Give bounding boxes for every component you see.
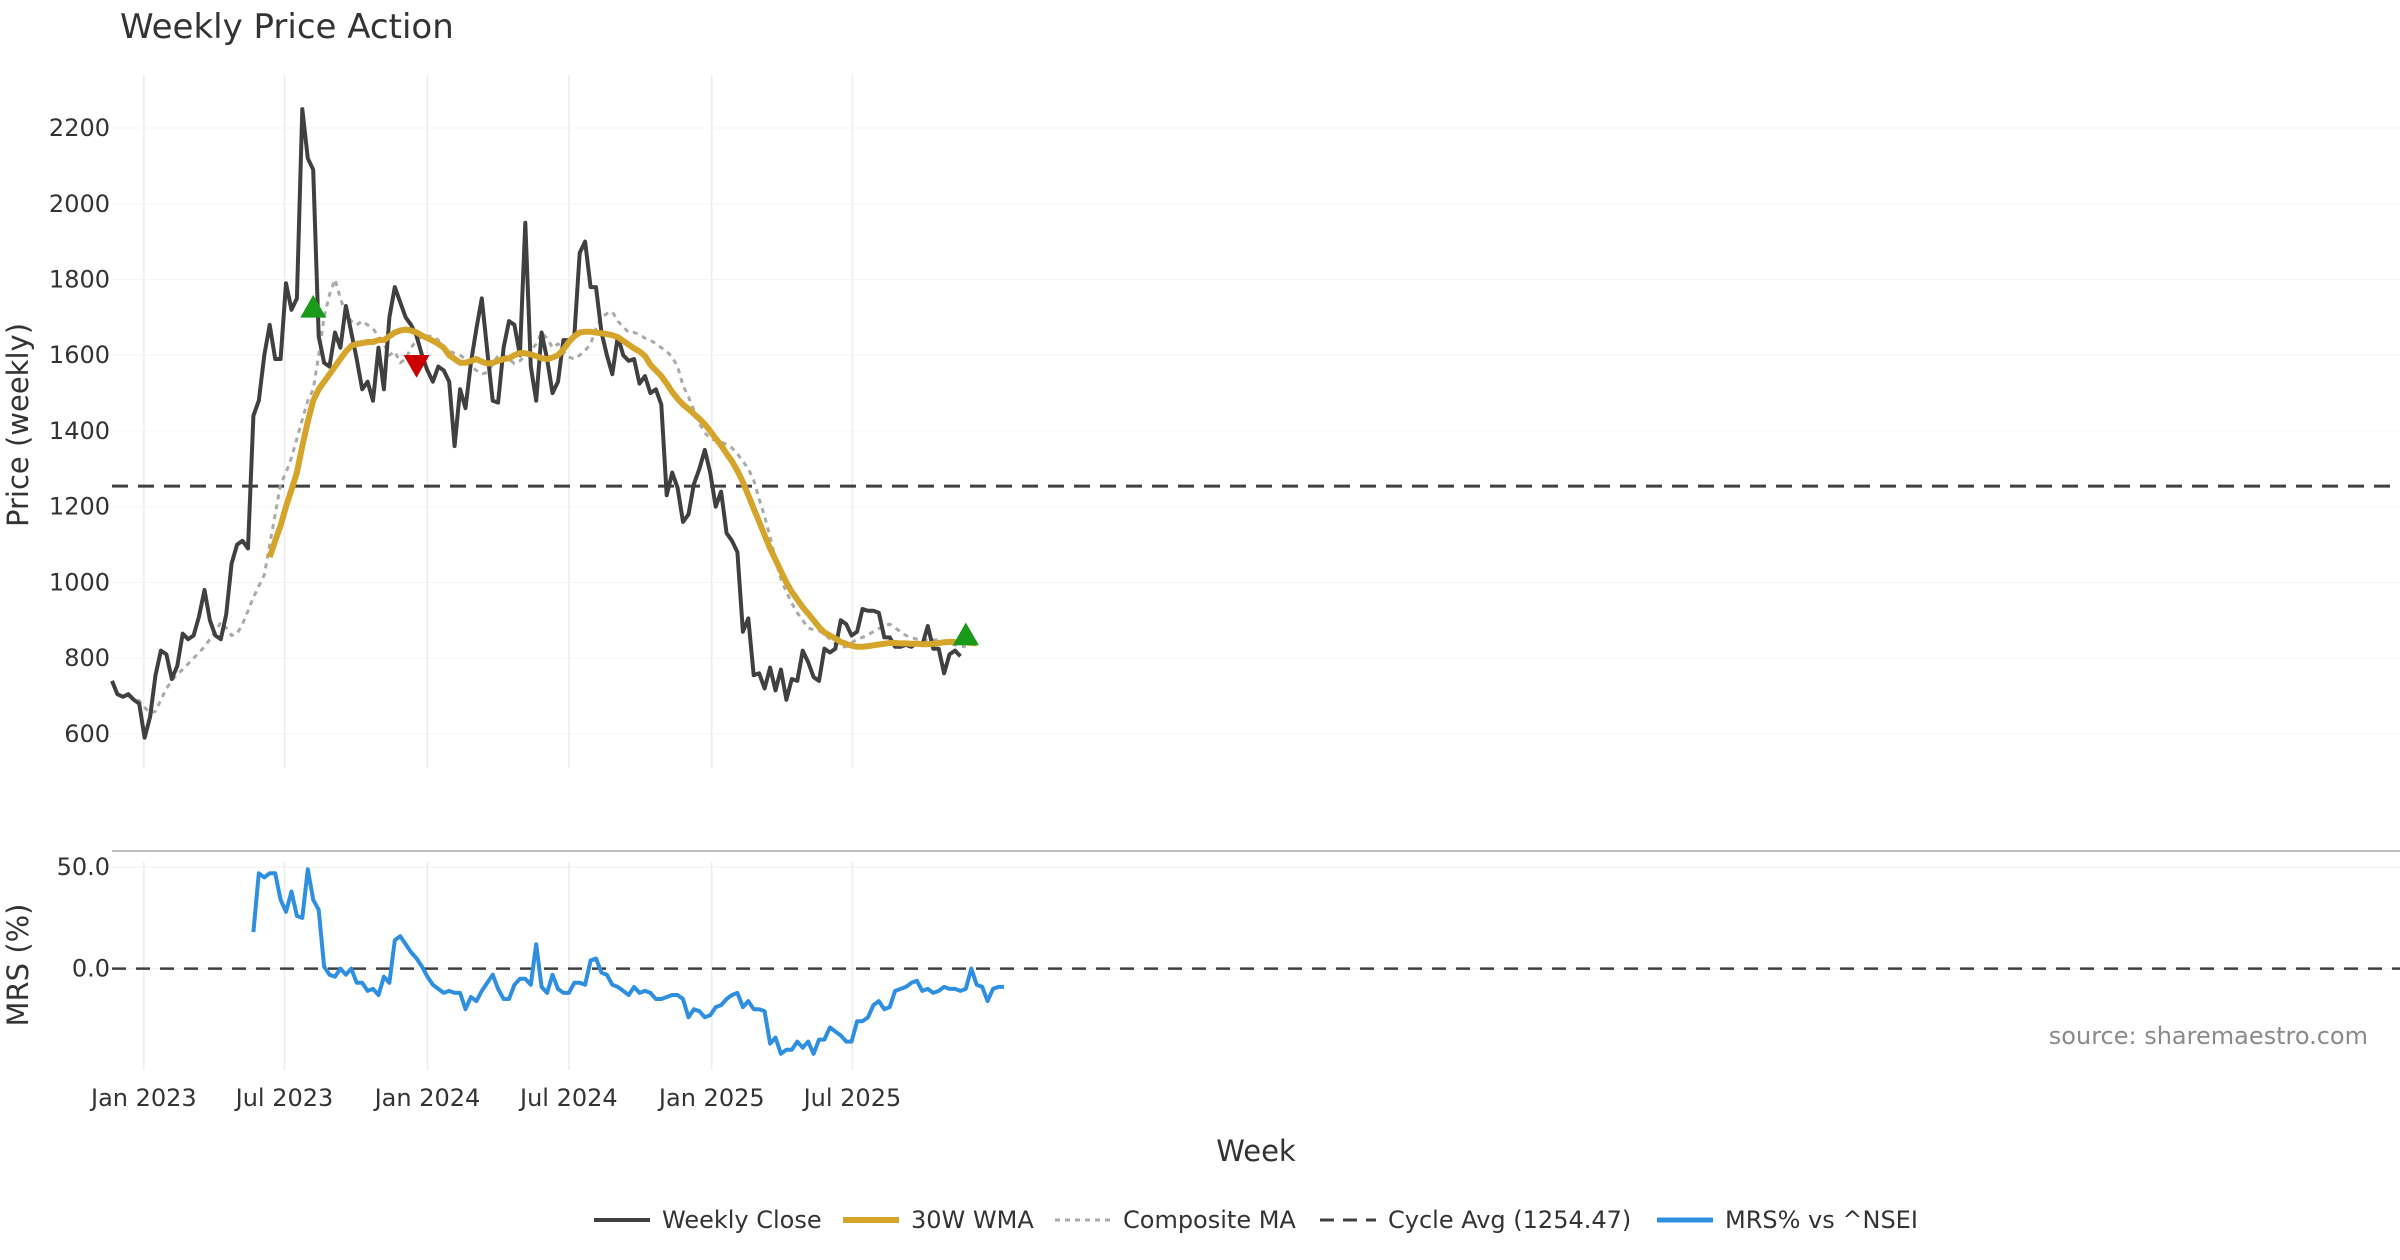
price-y-tick-label: 1800 [49, 265, 110, 293]
price-y-axis-label: Price (weekly) [1, 323, 35, 527]
x-tick-label: Jul 2024 [518, 1084, 618, 1112]
price-y-ticks: 600 800 1000 1200 1400 1600 1800 2000 2200 [49, 114, 110, 748]
buy-signal-marker [300, 294, 327, 318]
legend-item-composite-ma: Composite MA [1055, 1206, 1296, 1234]
signal-markers [300, 294, 979, 646]
x-axis-label: Week [1216, 1134, 1296, 1168]
legend-label: Weekly Close [662, 1206, 822, 1234]
source-annotation: source: sharemaestro.com [2049, 1022, 2368, 1050]
legend-item-mrs-vs-nsei: MRS% vs ^NSEI [1657, 1206, 1918, 1234]
mrs-line [251, 867, 1004, 1056]
wma-30w-line [266, 326, 977, 650]
weekly-close-line [110, 107, 962, 740]
legend-item-30w-wma: 30W WMA [843, 1206, 1034, 1234]
x-tick-label: Jan 2023 [89, 1084, 197, 1112]
price-gridlines [112, 75, 2400, 768]
price-y-tick-label: 1600 [49, 341, 110, 369]
chart-title: Weekly Price Action [120, 7, 454, 47]
legend-item-weekly-close: Weekly Close [594, 1206, 822, 1234]
x-tick-label: Jul 2023 [234, 1084, 334, 1112]
legend-item-cycle-avg-1254-47: Cycle Avg (1254.47) [1320, 1206, 1631, 1234]
price-y-tick-label: 1200 [49, 493, 110, 521]
price-y-tick-label: 2000 [49, 190, 110, 218]
mrs-series [251, 867, 1004, 1056]
legend-label: MRS% vs ^NSEI [1725, 1206, 1918, 1234]
price-y-tick-label: 600 [64, 720, 110, 748]
x-tick-label: Jul 2025 [802, 1084, 902, 1112]
x-ticks: Jan 2023 Jul 2023 Jan 2024 Jul 2024 Jan 2025… [89, 1084, 901, 1112]
mrs-y-tick-label: 0.0 [72, 955, 110, 983]
mrs-y-tick-label: 50.0 [57, 853, 110, 881]
x-tick-label: Jan 2025 [657, 1084, 765, 1112]
price-y-tick-label: 2200 [49, 114, 110, 142]
reference-lines [112, 484, 2400, 970]
mrs-y-ticks: 0.0 50.0 [57, 853, 110, 982]
legend-label: Cycle Avg (1254.47) [1388, 1206, 1631, 1234]
legend: Weekly Close 30W WMA Composite MA Cycle Avg… [594, 1206, 1918, 1234]
sell-signal-marker [403, 354, 430, 378]
buy-signal-marker [952, 622, 979, 646]
price-y-tick-label: 1000 [49, 568, 110, 596]
price-y-tick-label: 800 [64, 644, 110, 672]
composite-ma-line [127, 278, 966, 715]
price-y-tick-label: 1400 [49, 417, 110, 445]
legend-label: Composite MA [1123, 1206, 1296, 1234]
mrs-y-axis-label: MRS (%) [1, 904, 35, 1027]
x-tick-label: Jan 2024 [373, 1084, 481, 1112]
legend-label: 30W WMA [911, 1206, 1034, 1234]
price-series [110, 107, 977, 740]
